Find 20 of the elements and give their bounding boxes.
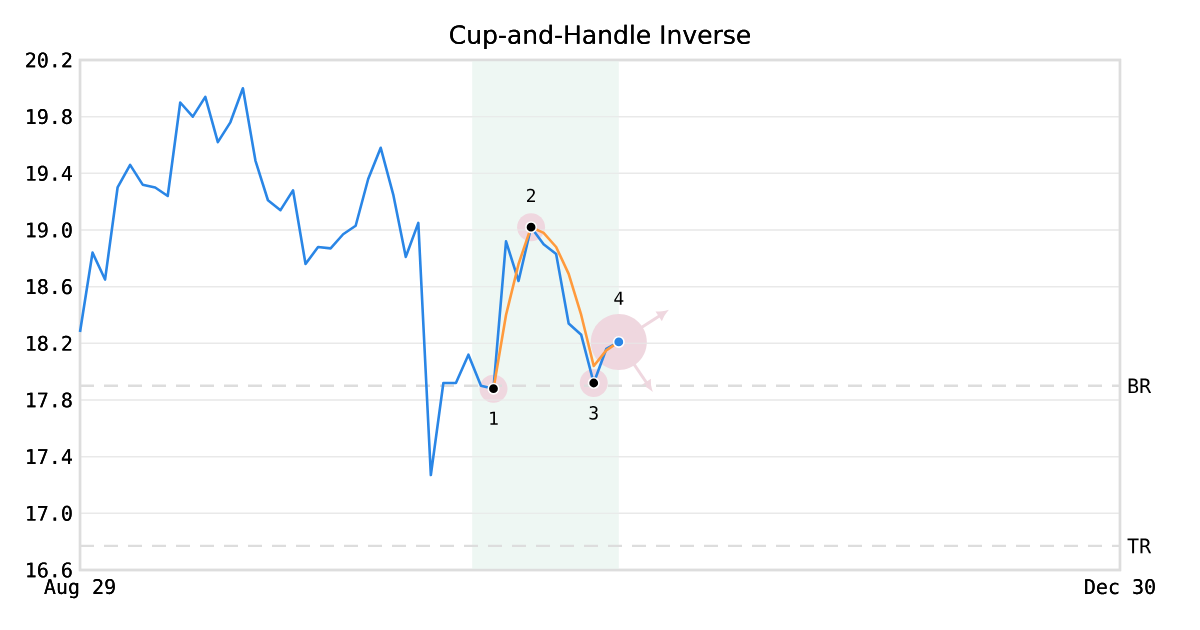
y-tick-label: 19.8 — [27, 109, 72, 125]
y-tick-label: 17.8 — [27, 392, 72, 408]
annotation: 1 — [490, 411, 498, 425]
x-tick-label: Aug 29 — [44, 579, 115, 599]
annotation: 4 — [614, 291, 624, 305]
point — [612, 335, 625, 348]
y-tick-label: 19.0 — [27, 222, 72, 238]
y-tick-label: 18.2 — [27, 335, 72, 351]
y-tick-label: 18.6 — [27, 279, 72, 295]
y-tick-label: 20.2 — [26, 52, 72, 68]
ref-line-label: TR — [1127, 538, 1152, 554]
y-tick-label: 19.4 — [27, 165, 72, 181]
annotation: 2 — [527, 188, 535, 203]
y-tick-label: 17.0 — [27, 505, 72, 521]
annotation: 3 — [589, 406, 598, 420]
x-tick-label: Dec 30 — [1085, 579, 1155, 595]
y-tick-label: 17.4 — [27, 449, 72, 464]
chart-title: Cup-and-Handle Inverse — [450, 24, 750, 49]
ref-line-label: BR — [1128, 378, 1152, 394]
y-tick-label: 16.6 — [27, 562, 72, 578]
